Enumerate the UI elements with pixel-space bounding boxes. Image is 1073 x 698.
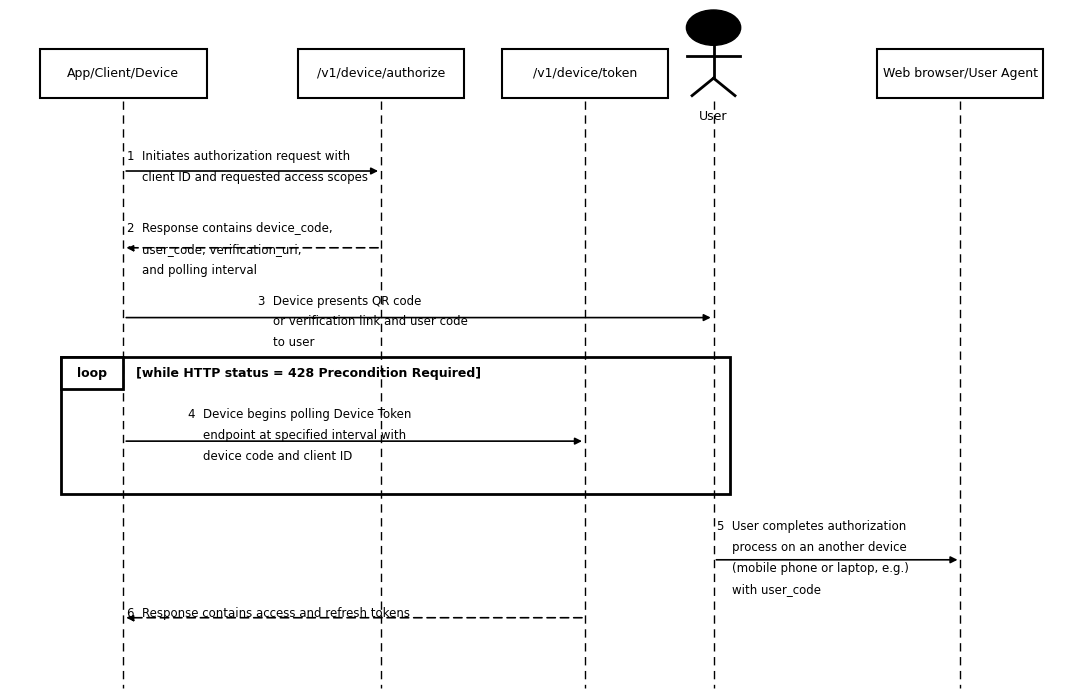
Text: to user: to user	[258, 336, 314, 350]
Text: process on an another device: process on an another device	[717, 541, 907, 554]
Text: 4  Device begins polling Device Token: 4 Device begins polling Device Token	[188, 408, 411, 422]
Text: [while HTTP status = 428 Precondition Required]: [while HTTP status = 428 Precondition Re…	[136, 366, 482, 380]
Text: loop: loop	[77, 366, 107, 380]
Text: endpoint at specified interval with: endpoint at specified interval with	[188, 429, 406, 443]
FancyBboxPatch shape	[502, 49, 667, 98]
Text: 1  Initiates authorization request with: 1 Initiates authorization request with	[127, 150, 350, 163]
Text: Web browser/User Agent: Web browser/User Agent	[883, 67, 1038, 80]
FancyBboxPatch shape	[41, 49, 206, 98]
Text: client ID and requested access scopes: client ID and requested access scopes	[127, 171, 368, 184]
Text: App/Client/Device: App/Client/Device	[68, 67, 179, 80]
Text: device code and client ID: device code and client ID	[188, 450, 352, 463]
FancyBboxPatch shape	[297, 49, 464, 98]
Text: (mobile phone or laptop, e.g.): (mobile phone or laptop, e.g.)	[717, 562, 909, 575]
Text: or verification link and user code: or verification link and user code	[258, 315, 468, 329]
Text: 5  User completes authorization: 5 User completes authorization	[717, 520, 906, 533]
Text: /v1/device/authorize: /v1/device/authorize	[317, 67, 445, 80]
Text: and polling interval: and polling interval	[127, 264, 256, 277]
Text: with user_code: with user_code	[717, 583, 821, 596]
Text: 3  Device presents QR code: 3 Device presents QR code	[258, 295, 421, 308]
Text: /v1/device/token: /v1/device/token	[532, 67, 637, 80]
FancyBboxPatch shape	[61, 357, 123, 389]
Text: 6  Response contains access and refresh tokens: 6 Response contains access and refresh t…	[127, 607, 410, 621]
Text: 2  Response contains device_code,: 2 Response contains device_code,	[127, 222, 333, 235]
FancyBboxPatch shape	[878, 49, 1043, 98]
Text: user_code, verification_uri,: user_code, verification_uri,	[127, 243, 302, 256]
Text: User: User	[700, 110, 727, 123]
Circle shape	[687, 10, 740, 45]
